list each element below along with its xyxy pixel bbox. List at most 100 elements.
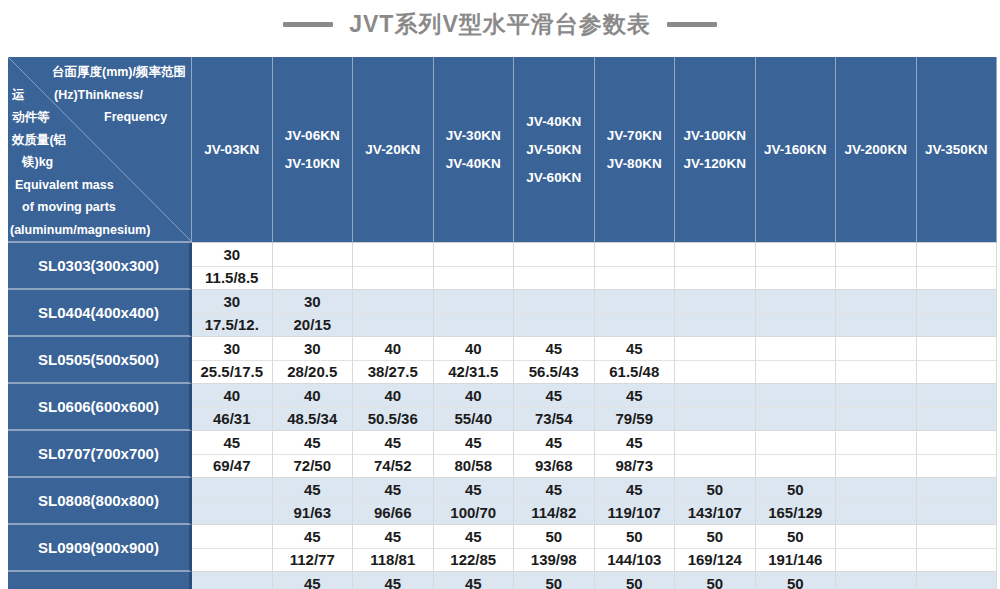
data-cell: 4598/73 [595, 431, 676, 478]
thickness-value [836, 384, 916, 408]
thickness-value: 50 [756, 572, 836, 589]
corner-cell-text: 台面厚度(mm)/频率范围运(Hz)Thinkness/动件等Frequency… [8, 61, 191, 241]
data-cell [192, 478, 273, 525]
thickness-value [434, 290, 514, 314]
column-header-label: JV-06KN [285, 128, 340, 143]
thickness-value: 50 [675, 478, 755, 502]
data-cell [836, 290, 917, 337]
frequency-value [675, 408, 755, 431]
thickness-value: 50 [675, 525, 755, 549]
thickness-value: 40 [353, 384, 433, 408]
thickness-value: 45 [595, 384, 675, 408]
data-cell: 50 [675, 572, 756, 589]
data-cell [917, 525, 998, 572]
data-cell [675, 290, 756, 337]
data-cell [836, 525, 917, 572]
thickness-value [595, 290, 675, 314]
frequency-value: 74/52 [353, 455, 433, 478]
data-cell: 3011.5/8.5 [192, 243, 273, 290]
thickness-value: 45 [514, 431, 594, 455]
table-row: SL0606(600x600)4046/314048.5/344050.5/36… [8, 384, 997, 431]
data-cell: 45 [434, 572, 515, 589]
column-header-label: JV-350KN [925, 142, 987, 157]
column-header-label: JV-160KN [764, 142, 826, 157]
title-dash-right [667, 22, 717, 27]
thickness-value: 45 [434, 525, 514, 549]
thickness-value [836, 478, 916, 502]
thickness-value: 30 [192, 243, 272, 267]
frequency-value [917, 361, 997, 384]
data-cell: 3017.5/12. [192, 290, 273, 337]
thickness-value: 45 [353, 572, 433, 589]
thickness-value [434, 243, 514, 267]
thickness-value [353, 290, 433, 314]
thickness-value [675, 431, 755, 455]
data-cell [917, 478, 998, 525]
frequency-value [595, 267, 675, 290]
frequency-value: 114/82 [514, 502, 594, 525]
thickness-value: 45 [434, 431, 514, 455]
data-cell: 3028/20.5 [273, 337, 354, 384]
thickness-value: 45 [514, 384, 594, 408]
data-cell [353, 243, 434, 290]
data-cell: 45 [273, 572, 354, 589]
data-cell: 4572/50 [273, 431, 354, 478]
row-label: SL0606(600x600) [8, 384, 192, 431]
frequency-value: 143/107 [675, 502, 755, 525]
frequency-value [353, 314, 433, 337]
thickness-value [675, 337, 755, 361]
thickness-value: 45 [192, 431, 272, 455]
frequency-value: 93/68 [514, 455, 594, 478]
thickness-value: 45 [514, 337, 594, 361]
frequency-value: 48.5/34 [273, 408, 353, 431]
frequency-value [514, 314, 594, 337]
data-cell [836, 478, 917, 525]
data-cell: 3025.5/17.5 [192, 337, 273, 384]
thickness-value [514, 243, 594, 267]
frequency-value [836, 408, 916, 431]
column-header-jv-160kn: JV-160KN [756, 57, 837, 243]
frequency-value: 61.5/48 [595, 361, 675, 384]
thickness-value [836, 431, 916, 455]
thickness-value: 30 [273, 337, 353, 361]
thickness-value: 50 [514, 572, 594, 589]
column-header-jv-40kn-jv-50kn-jv-60kn: JV-40KNJV-50KNJV-60KN [514, 57, 595, 243]
thickness-value [595, 243, 675, 267]
data-cell [836, 337, 917, 384]
frequency-value: 46/31 [192, 408, 272, 431]
corner-line-text: Equivalent mass [15, 174, 114, 197]
data-cell: 4556.5/43 [514, 337, 595, 384]
frequency-value [675, 314, 755, 337]
frequency-value: 96/66 [353, 502, 433, 525]
corner-line-text: 镁)kg [22, 151, 53, 174]
data-cell [514, 290, 595, 337]
thickness-value: 40 [434, 384, 514, 408]
thickness-value [917, 572, 997, 589]
frequency-value [836, 267, 916, 290]
data-cell: 4574/52 [353, 431, 434, 478]
data-cell: 4591/63 [273, 478, 354, 525]
frequency-value: 169/124 [675, 549, 755, 572]
data-cell: 45119/107 [595, 478, 676, 525]
thickness-value: 45 [273, 431, 353, 455]
data-cell [595, 290, 676, 337]
row-label: SL0909(900x900) [8, 525, 192, 572]
data-cell: 3020/15 [273, 290, 354, 337]
data-cell: 45114/82 [514, 478, 595, 525]
data-cell: 50144/103 [595, 525, 676, 572]
thickness-value [192, 478, 272, 502]
column-header-label: JV-20KN [365, 142, 420, 157]
frequency-value: 165/129 [756, 502, 836, 525]
data-cell [192, 525, 273, 572]
thickness-value: 45 [273, 525, 353, 549]
frequency-value: 20/15 [273, 314, 353, 337]
column-header-jv-200kn: JV-200KN [836, 57, 917, 243]
thickness-value: 45 [595, 478, 675, 502]
column-header-label: JV-70KN [607, 128, 662, 143]
data-cell: 50169/124 [675, 525, 756, 572]
table-row: SL0404(400x400)3017.5/12.3020/15 [8, 290, 997, 337]
thickness-value: 30 [192, 290, 272, 314]
frequency-value [756, 455, 836, 478]
frequency-value [836, 361, 916, 384]
table-row: SL0707(700x700)4569/474572/504574/524580… [8, 431, 997, 478]
